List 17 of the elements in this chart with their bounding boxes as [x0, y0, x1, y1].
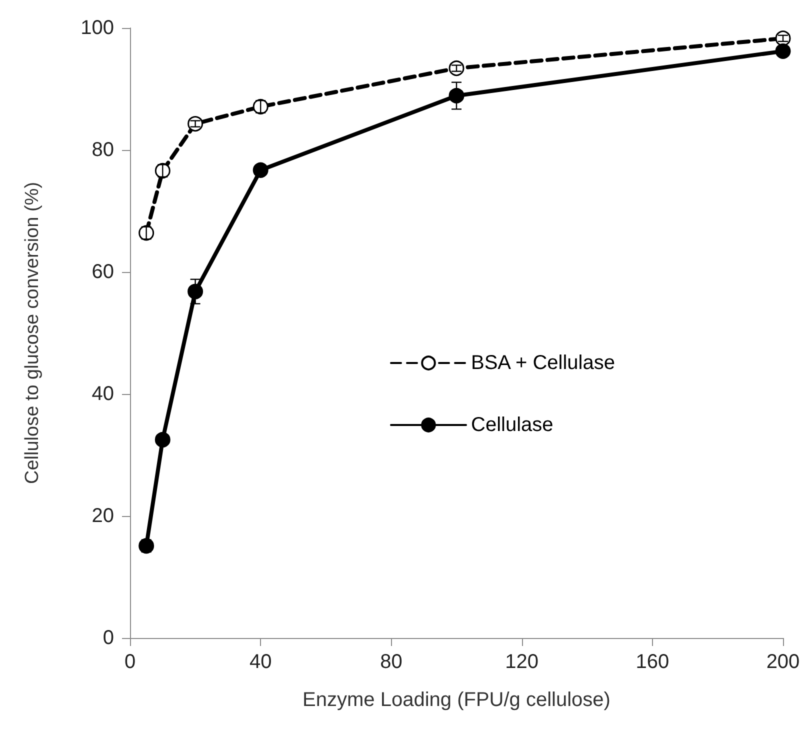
- point: [448, 88, 464, 104]
- x-tick-label: 0: [124, 651, 136, 673]
- y-axis-title: Cellulose to glucose conversion (%): [22, 182, 43, 484]
- y-tick-label: 20: [92, 505, 114, 527]
- y-tick-label: 60: [92, 261, 114, 283]
- x-axis-title: Enzyme Loading (FPU/g cellulose): [302, 689, 610, 711]
- y-tick-label: 100: [80, 17, 114, 39]
- legend-label: BSA + Cellulase: [471, 352, 615, 374]
- x-tick-label: 40: [249, 651, 272, 673]
- x-tick-label: 80: [380, 651, 402, 673]
- x-tick-label: 120: [505, 651, 538, 673]
- y-tick-label: 80: [92, 139, 114, 161]
- y-tick-label: 0: [102, 627, 114, 649]
- y-tick-label: 40: [92, 383, 114, 405]
- x-tick-label: 200: [766, 651, 800, 673]
- legend-label: Cellulase: [471, 414, 554, 436]
- x-tick-label: 160: [636, 651, 670, 673]
